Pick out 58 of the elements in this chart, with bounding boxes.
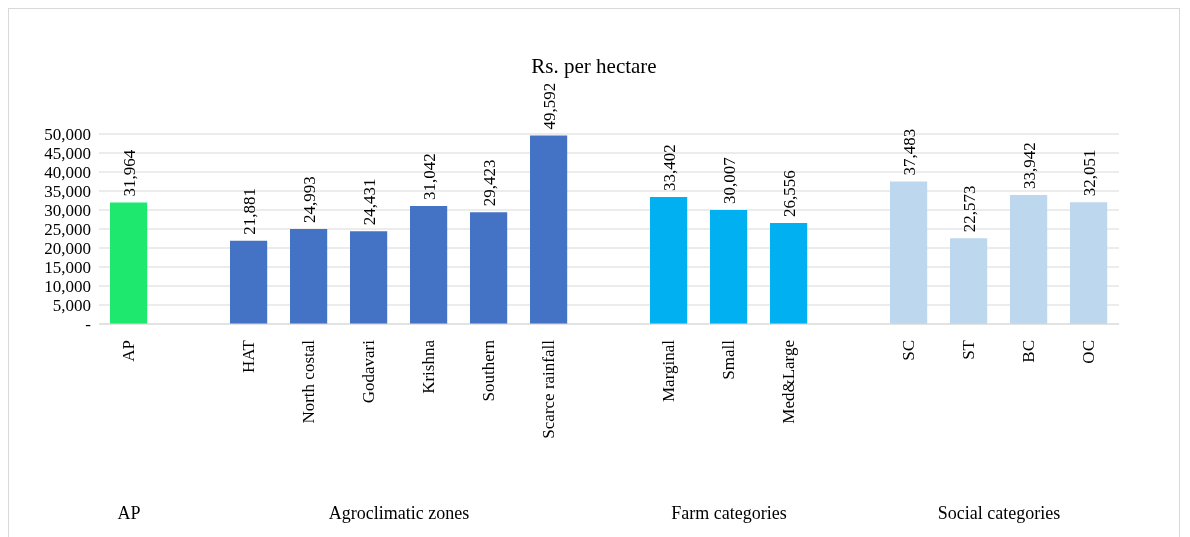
y-tick-label: 20,000 xyxy=(44,239,91,259)
x-tick-label: Small xyxy=(719,339,738,380)
x-tick-label: ST xyxy=(959,339,978,360)
x-tick-label: Scarce rainfall xyxy=(539,339,558,439)
y-tick-label: 40,000 xyxy=(44,163,91,183)
bar xyxy=(770,223,808,324)
y-tick-label: 25,000 xyxy=(44,220,91,240)
bar xyxy=(350,231,388,324)
data-label: 29,423 xyxy=(479,159,499,207)
data-label: 31,964 xyxy=(119,149,139,197)
data-label: 22,573 xyxy=(959,185,979,233)
bar xyxy=(950,238,988,324)
text: Farm categories xyxy=(670,503,788,524)
data-label: 24,993 xyxy=(299,176,319,224)
y-tick-label: 50,000 xyxy=(44,125,91,145)
data-label: 21,881 xyxy=(239,188,259,235)
y-tick-label: 15,000 xyxy=(44,258,91,278)
y-tick-label: 10,000 xyxy=(44,277,91,297)
text: Agroclimatic zones xyxy=(327,503,471,524)
x-tick-label: Godavari xyxy=(359,339,378,404)
x-tick-label: Med&Large xyxy=(779,340,798,424)
x-tick-label: SC xyxy=(899,340,918,361)
y-tick-label: 45,000 xyxy=(44,144,91,164)
data-label: 24,431 xyxy=(359,178,379,226)
y-tick-label: 5,000 xyxy=(52,296,91,316)
bar xyxy=(1010,195,1048,324)
x-tick-label: OC xyxy=(1079,340,1098,364)
bar xyxy=(530,135,568,324)
x-tick-label: BC xyxy=(1019,340,1038,363)
chart-title: Rs. per hectare xyxy=(530,54,658,79)
data-label: 31,042 xyxy=(419,153,439,201)
x-tick-label: Southern xyxy=(479,339,498,402)
text: AP xyxy=(116,503,142,524)
data-label: 30,007 xyxy=(719,156,739,204)
bar xyxy=(650,197,688,324)
data-label: 49,592 xyxy=(539,82,559,130)
text: Social categories xyxy=(936,503,1062,524)
data-label: 32,051 xyxy=(1079,149,1099,197)
x-tick-label: AP xyxy=(119,340,138,362)
bar xyxy=(230,240,268,324)
y-tick-label: 35,000 xyxy=(44,182,91,202)
y-tick-label: - xyxy=(85,315,92,335)
bar xyxy=(710,209,748,324)
bar xyxy=(410,206,448,324)
bar xyxy=(110,202,148,324)
bar xyxy=(890,181,928,324)
y-tick-label: 30,000 xyxy=(44,201,91,221)
data-label: 37,483 xyxy=(899,128,919,176)
bar xyxy=(290,229,328,324)
data-label: 33,942 xyxy=(1019,142,1039,190)
x-tick-label: HAT xyxy=(239,339,258,374)
bar xyxy=(470,212,508,324)
x-tick-label: North costal xyxy=(299,339,318,424)
bar xyxy=(1070,202,1108,324)
x-tick-label: Marginal xyxy=(659,339,678,403)
data-label: 33,402 xyxy=(659,144,679,192)
data-label: 26,556 xyxy=(779,170,799,218)
x-tick-label: Krishna xyxy=(419,339,438,394)
